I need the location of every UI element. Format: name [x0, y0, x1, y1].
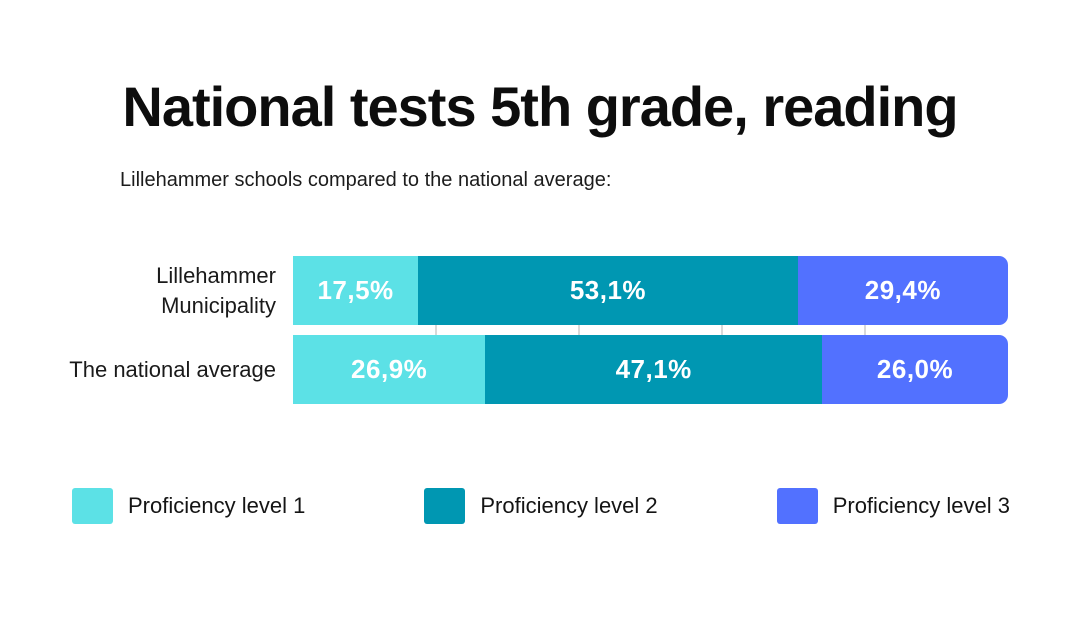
- category-label: The national average: [0, 335, 293, 404]
- chart-legend: Proficiency level 1 Proficiency level 2 Pr…: [72, 488, 1010, 524]
- gridline-tick: [578, 325, 580, 335]
- legend-swatch: [776, 488, 818, 524]
- legend-item: Proficiency level 2: [424, 488, 658, 524]
- legend-label: Proficiency level 2: [480, 493, 658, 518]
- category-label-text: Lillehammer Municipality: [156, 262, 276, 318]
- page-title: National tests 5th grade, reading: [122, 75, 958, 138]
- legend-label: Proficiency level 3: [832, 493, 1010, 518]
- bar-segment: 47,1%: [485, 335, 823, 404]
- legend-swatch: [72, 488, 113, 524]
- legend-label: Proficiency level 1: [128, 493, 306, 518]
- chart-subtitle: Lillehammer schools compared to the nati…: [120, 169, 612, 191]
- bar-row: 17,5% 53,1% 29,4%: [293, 256, 1008, 325]
- legend-item: Proficiency level 1: [72, 488, 305, 524]
- value-label: 29,4%: [864, 275, 941, 305]
- gridline-tick: [435, 325, 437, 335]
- gridline-tick: [864, 325, 866, 335]
- bar-segment: 29,4%: [797, 256, 1008, 325]
- category-labels: Lillehammer Municipality The national ave…: [0, 256, 293, 404]
- value-label: 17,5%: [317, 275, 394, 305]
- value-label: 26,9%: [351, 354, 428, 384]
- value-label: 53,1%: [569, 275, 647, 305]
- plot-area: 17,5% 53,1% 29,4% 26,9% 47,1% 26,0%: [293, 256, 1008, 404]
- gridline-tick: [721, 325, 723, 335]
- value-label: 26,0%: [876, 354, 954, 384]
- value-label: 47,1%: [615, 354, 692, 384]
- legend-swatch: [424, 488, 466, 524]
- bar-segment: 26,0%: [822, 335, 1008, 404]
- bar-gap: [293, 325, 1008, 335]
- bar-row: 26,9% 47,1% 26,0%: [293, 335, 1008, 404]
- bar-segment: 17,5%: [293, 256, 419, 325]
- category-label-text: The national average: [69, 356, 276, 382]
- bar-segment: 26,9%: [293, 335, 486, 404]
- stacked-bar-chart: Lillehammer Municipality The national ave…: [0, 256, 1080, 404]
- bar-segment: 53,1%: [418, 256, 798, 325]
- legend-item: Proficiency level 3: [776, 488, 1010, 524]
- category-label: Lillehammer Municipality: [0, 256, 293, 325]
